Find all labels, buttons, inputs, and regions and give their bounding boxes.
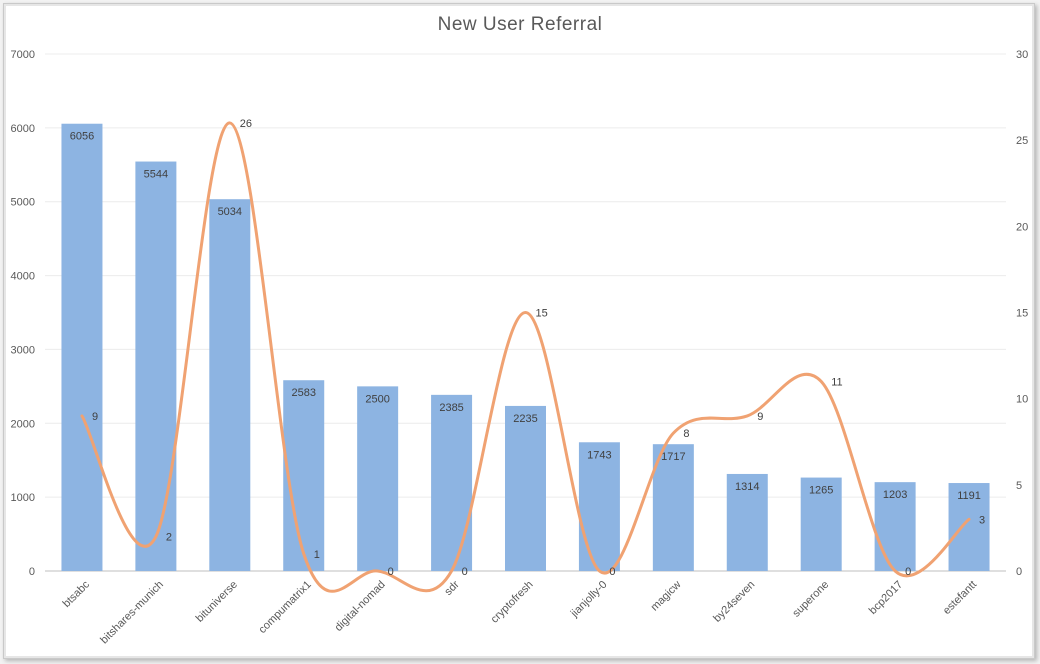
bar: [726, 473, 768, 571]
bar: [652, 444, 694, 571]
y2-tick-label: 30: [1016, 49, 1028, 61]
bar: [209, 199, 251, 572]
bar-value-label: 1717: [661, 451, 685, 463]
bar-value-label: 5034: [218, 206, 242, 218]
bar: [800, 477, 842, 571]
x-tick-label: bcp2017: [867, 579, 905, 617]
y-tick-label: 0: [29, 566, 35, 578]
series-line: [80, 121, 971, 593]
line-value-label: 11: [831, 376, 842, 388]
y2-tick-label: 5: [1016, 480, 1022, 492]
bar-value-label: 1314: [735, 481, 759, 493]
x-tick-label: superone: [790, 579, 831, 620]
bar: [135, 161, 177, 571]
x-tick-label: by24seven: [711, 579, 757, 625]
bar-value-label: 1191: [957, 490, 981, 502]
x-tick-label: compumatrix1: [257, 579, 314, 636]
bar-value-label: 2235: [513, 413, 537, 425]
y2-tick-label: 25: [1016, 135, 1028, 147]
y-tick-label: 3000: [11, 344, 35, 356]
line-value-label: 0: [609, 566, 615, 578]
line-value-label: 8: [683, 428, 689, 440]
bar-value-label: 1265: [809, 485, 833, 497]
bar: [357, 386, 399, 571]
x-tick-label: bituniverse: [194, 579, 240, 625]
bar: [948, 483, 990, 571]
line-value-label: 0: [462, 566, 468, 578]
bar-value-label: 2500: [365, 393, 389, 405]
y-tick-label: 5000: [11, 197, 35, 209]
bar-value-label: 1743: [587, 449, 611, 461]
y2-tick-label: 0: [1016, 566, 1022, 578]
x-tick-label: jianjolly-0: [568, 579, 610, 621]
x-tick-label: bitshares-munich: [98, 579, 166, 647]
y2-tick-label: 15: [1016, 308, 1028, 320]
line-value-label: 3: [979, 514, 985, 526]
line-value-label: 0: [388, 566, 394, 578]
bar-value-label: 2583: [291, 387, 315, 399]
y-tick-label: 1000: [11, 492, 35, 504]
bar-value-label: 2385: [439, 402, 463, 414]
bar-value-label: 6056: [70, 131, 94, 143]
bar: [505, 405, 546, 571]
bar: [283, 380, 325, 571]
y-tick-label: 2000: [11, 418, 35, 430]
x-tick-label: cryptofresh: [489, 579, 536, 626]
y2-tick-label: 20: [1016, 221, 1028, 233]
bar-value-label: 1203: [883, 489, 907, 501]
x-tick-label: magicw: [649, 579, 684, 614]
chart-title: New User Referral: [437, 14, 603, 35]
line-value-label: 26: [240, 118, 252, 130]
line-value-label: 9: [757, 411, 763, 423]
line-value-label: 1: [314, 549, 320, 561]
bar: [578, 442, 620, 571]
y-tick-label: 6000: [11, 123, 35, 135]
x-tick-label: digital-nomad: [333, 579, 388, 634]
x-tick-label: btsabc: [61, 578, 93, 610]
y2-tick-label: 10: [1016, 394, 1028, 406]
line-value-label: 0: [905, 566, 911, 578]
bar: [61, 123, 103, 572]
y-tick-label: 7000: [11, 49, 35, 61]
y-tick-label: 4000: [11, 271, 35, 283]
line-value-label: 15: [536, 308, 548, 320]
bar: [431, 394, 473, 571]
x-tick-label: estefantt: [941, 579, 979, 617]
bar: [874, 482, 916, 571]
bar-value-label: 5544: [144, 169, 168, 181]
line-value-label: 2: [166, 532, 172, 544]
line-value-label: 9: [92, 411, 98, 423]
